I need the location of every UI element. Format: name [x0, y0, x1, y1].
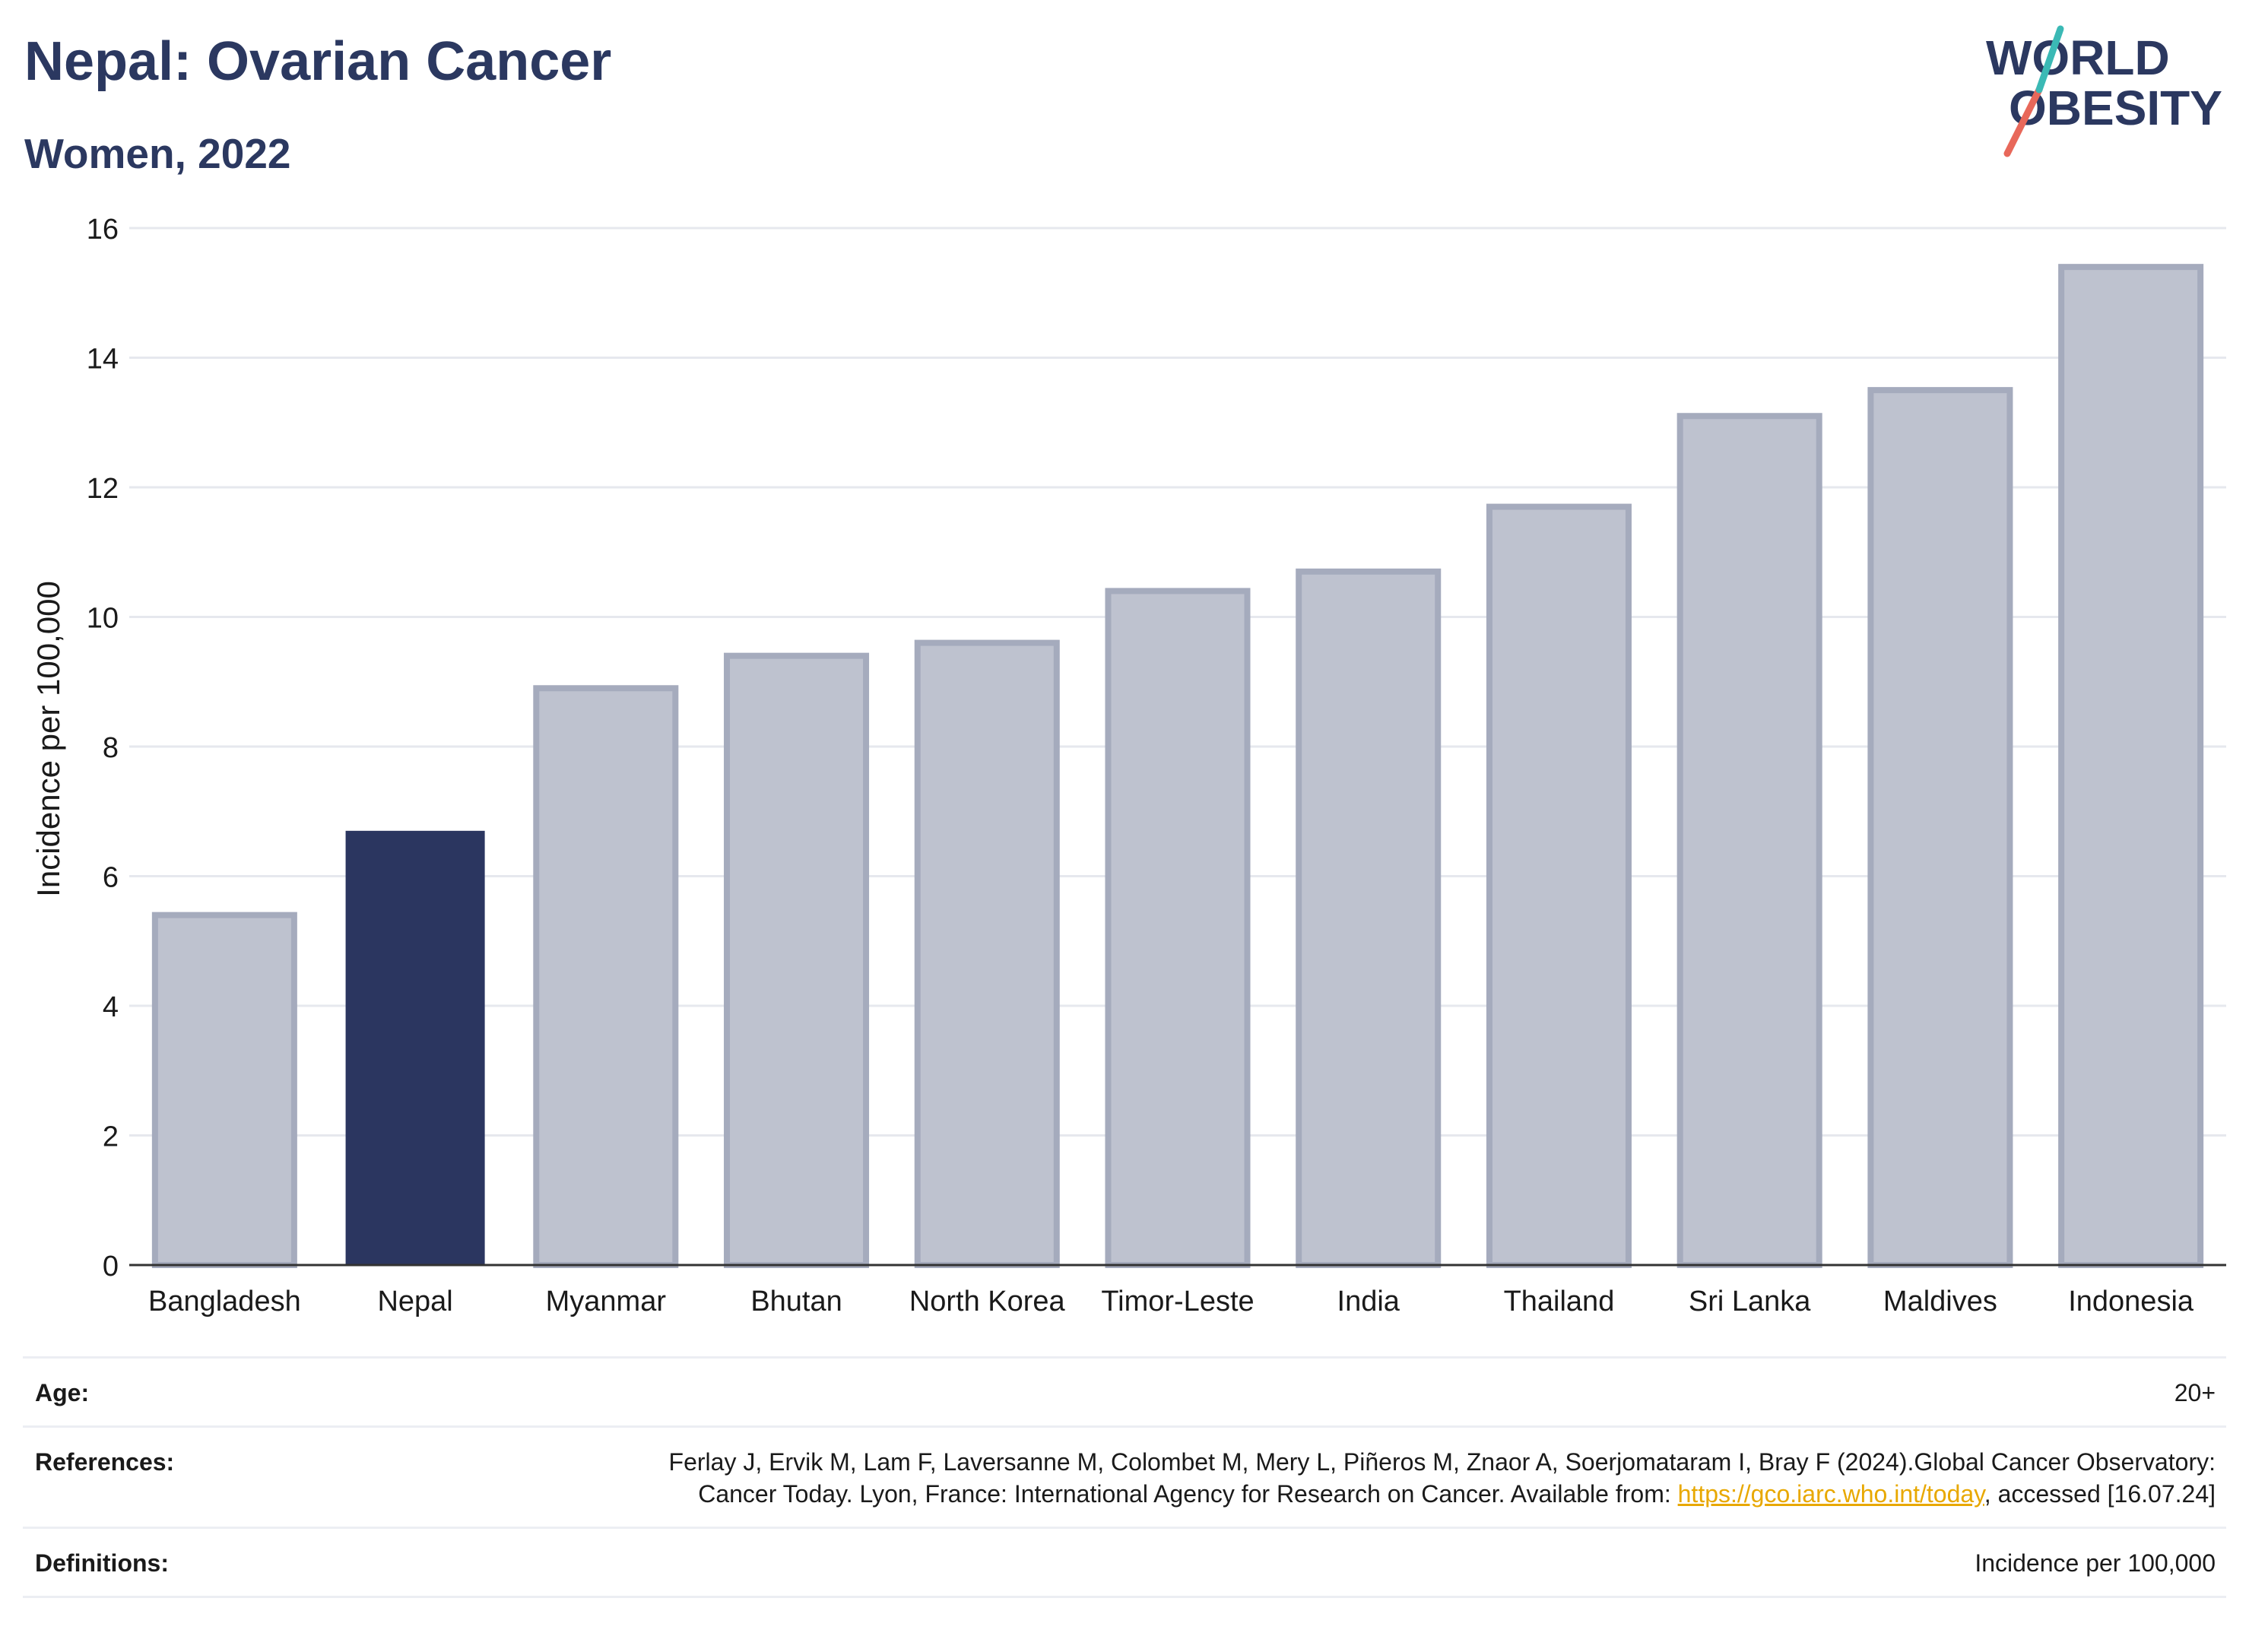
y-tick-label: 8 [103, 732, 119, 764]
bar-bangladesh [151, 912, 297, 1269]
y-tick-label: 6 [103, 862, 119, 894]
references-link[interactable]: https://gco.iarc.who.int/today [1677, 1480, 1984, 1508]
y-tick-label: 10 [87, 603, 119, 635]
x-tick-label: Nepal [377, 1286, 452, 1317]
age-value: 20+ [2174, 1379, 2216, 1406]
logo-text-line1: WORLD [1986, 30, 2170, 85]
x-tick-label: Sri Lanka [1689, 1286, 1811, 1317]
x-tick-label: Myanmar [546, 1286, 667, 1317]
bar-thailand [1486, 503, 1632, 1268]
logo-slash-red [2003, 86, 2043, 157]
logo-text-line2: OBESITY [2009, 81, 2222, 135]
y-tick-label: 4 [103, 991, 119, 1023]
references-value: Ferlay J, Ervik M, Lam F, Laversanne M, … [634, 1446, 2216, 1510]
references-row: References: Ferlay J, Ervik M, Lam F, La… [23, 1425, 2226, 1527]
bar-chart: 0 2 4 6 8 10 12 14 16 Bangladesh Nepal Myanmar Bhut… [30, 214, 2226, 1317]
x-tick-label: Thailand [1504, 1286, 1615, 1317]
y-tick-label: 14 [87, 344, 119, 376]
x-tick-label: Bhutan [750, 1286, 842, 1317]
bar-indonesia [2058, 264, 2204, 1268]
age-row: Age: 20+ [23, 1356, 2226, 1425]
references-label: References: [35, 1448, 175, 1476]
x-tick-label: Indonesia [2068, 1286, 2194, 1317]
x-tick-label: Bangladesh [148, 1286, 301, 1317]
bar-nepal [345, 830, 485, 1265]
x-tick-label: North Korea [909, 1286, 1066, 1317]
y-tick-label: 2 [103, 1121, 119, 1153]
chart-subtitle: Women, 2022 [24, 130, 291, 177]
references-accessed: , accessed [16.07.24] [1984, 1480, 2216, 1508]
y-tick-label: 16 [87, 214, 119, 246]
world-obesity-logo: WORLD OBESITY [1986, 25, 2222, 157]
info-table: Age: 20+ References: Ferlay J, Ervik M, … [23, 1356, 2226, 1598]
bar-sri-lanka [1676, 413, 1822, 1268]
x-tick-label: Maldives [1883, 1286, 1997, 1317]
definitions-value: Incidence per 100,000 [1975, 1549, 2216, 1577]
references-text: Ferlay J, Ervik M, Lam F, Laversanne M, … [668, 1448, 2216, 1508]
y-tick-label: 0 [103, 1251, 119, 1283]
x-tick-labels: Bangladesh Nepal Myanmar Bhutan North Korea T… [148, 1286, 2194, 1317]
bar-myanmar [533, 685, 679, 1268]
definitions-label: Definitions: [35, 1549, 169, 1577]
bars [151, 264, 2204, 1269]
logo-slash-teal [2035, 25, 2064, 94]
chart-title: Nepal: Ovarian Cancer [24, 31, 612, 92]
y-tick-labels: 0 2 4 6 8 10 12 14 16 [87, 214, 119, 1283]
bar-north-korea [914, 639, 1060, 1268]
bar-bhutan [724, 652, 870, 1268]
age-label: Age: [35, 1379, 90, 1406]
x-tick-label: India [1337, 1286, 1400, 1317]
y-axis-label: Incidence per 100,000 [30, 581, 66, 897]
y-tick-label: 12 [87, 473, 119, 505]
definitions-row: Definitions: Incidence per 100,000 [23, 1527, 2226, 1598]
x-tick-label: Timor-Leste [1101, 1286, 1254, 1317]
bar-timor-leste [1105, 588, 1251, 1268]
bar-maldives [1867, 387, 2013, 1268]
bar-india [1296, 568, 1442, 1268]
